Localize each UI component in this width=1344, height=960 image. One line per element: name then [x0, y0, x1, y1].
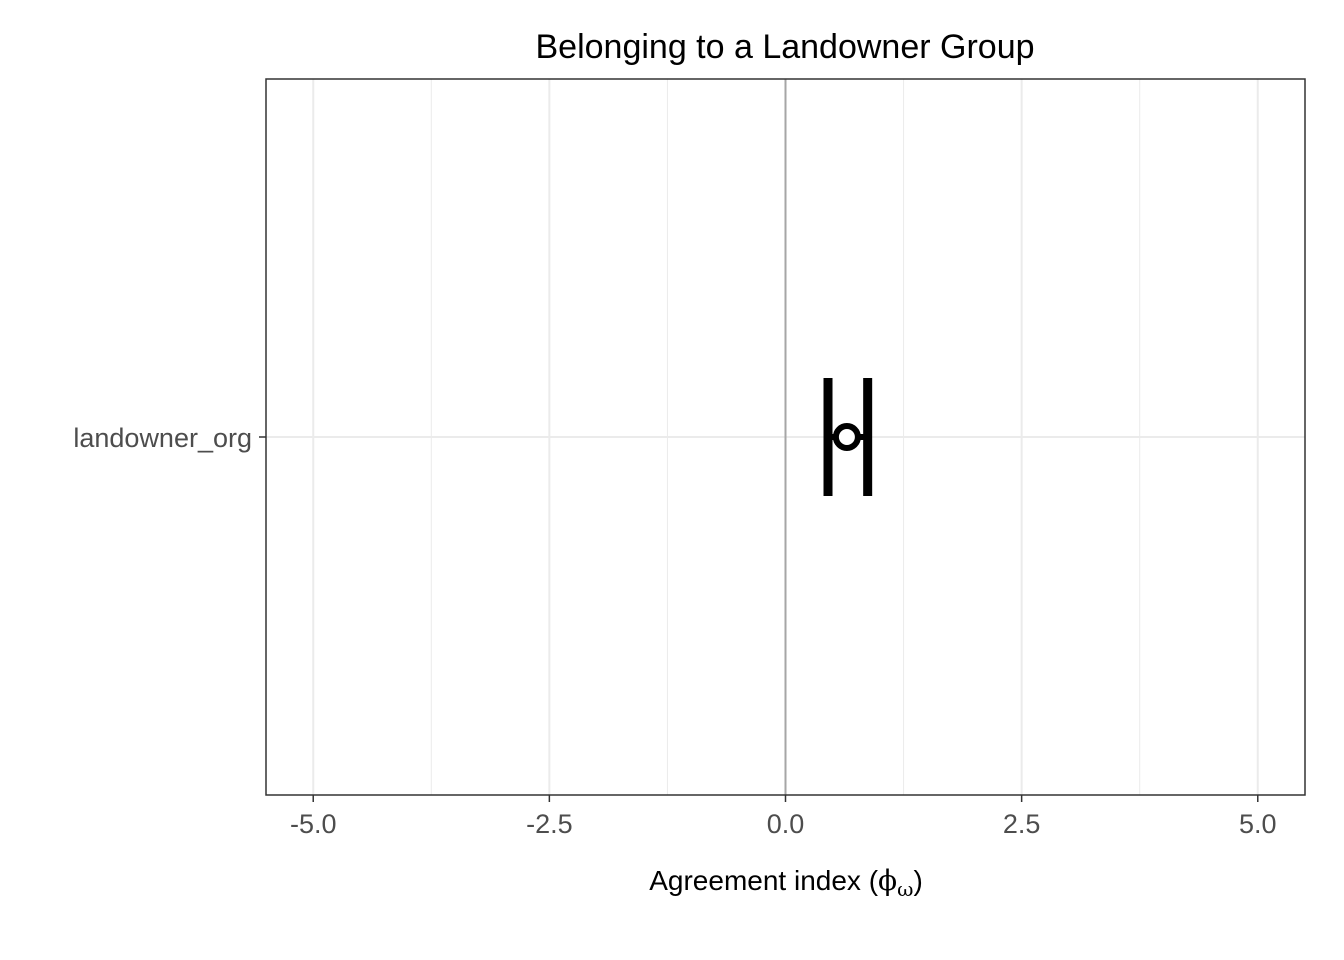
- x-tick-label: 0.0: [767, 809, 805, 839]
- x-axis-label-suffix: ): [913, 865, 922, 896]
- y-tick-label: landowner_org: [73, 423, 252, 453]
- x-tick-label: -5.0: [290, 809, 337, 839]
- x-tick-label: 5.0: [1239, 809, 1277, 839]
- estimate-point: [832, 423, 861, 451]
- axis-layer: -5.0 -2.5 0.0 2.5 5.0 landowner_org: [73, 423, 1276, 839]
- chart-title: Belonging to a Landowner Group: [535, 28, 1034, 66]
- x-axis-label-prefix: Agreement index (: [649, 865, 878, 896]
- marks-layer: [823, 378, 873, 496]
- x-axis-label: Agreement index (ϕω): [649, 864, 923, 901]
- errorbar-group: [823, 378, 873, 496]
- x-axis-label-subscript: ω: [897, 877, 913, 901]
- x-tick-label: -2.5: [526, 809, 573, 839]
- x-tick-label: 2.5: [1003, 809, 1041, 839]
- x-axis-label-symbol: ϕ: [878, 864, 897, 897]
